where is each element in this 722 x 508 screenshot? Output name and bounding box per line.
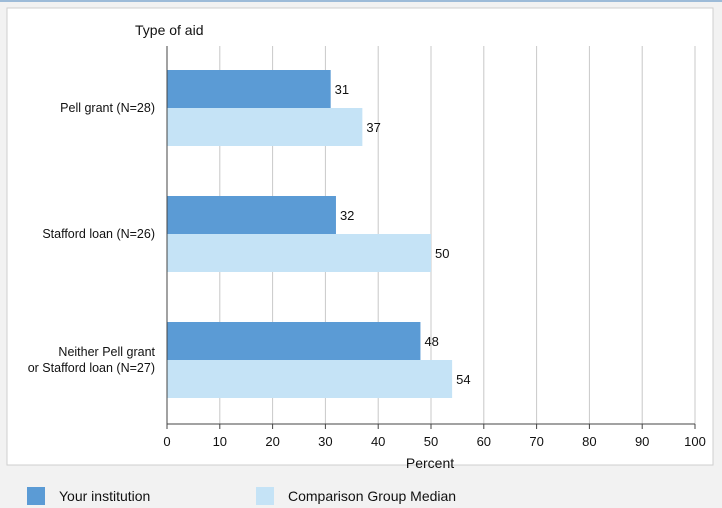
data-label-comparison-median-1: 50 — [435, 246, 449, 261]
x-tick-label-70: 70 — [529, 434, 543, 449]
bar-comparison-median-1 — [167, 234, 431, 272]
legend-label-comparison-group-median: Comparison Group Median — [288, 488, 457, 504]
x-tick-label-40: 40 — [371, 434, 385, 449]
legend-swatch-comparison-group-median — [256, 487, 274, 505]
legend-swatch-your-institution — [27, 487, 45, 505]
x-tick-label-100: 100 — [684, 434, 706, 449]
x-tick-label-0: 0 — [163, 434, 170, 449]
y-axis-title: Type of aid — [135, 22, 204, 38]
x-tick-label-30: 30 — [318, 434, 332, 449]
category-label-1-0: Stafford loan (N=26) — [42, 227, 155, 241]
data-label-your-institution-1: 32 — [340, 208, 354, 223]
bar-comparison-median-0 — [167, 108, 363, 146]
top-border — [0, 0, 722, 2]
bar-comparison-median-2 — [167, 360, 453, 398]
x-tick-label-80: 80 — [582, 434, 596, 449]
legend: Your institution Comparison Group Median — [0, 483, 722, 508]
legend-item-comparison-group-median: Comparison Group Median — [256, 487, 456, 505]
bar-your-institution-2 — [167, 322, 421, 360]
x-tick-label-90: 90 — [635, 434, 649, 449]
data-label-comparison-median-2: 54 — [456, 372, 470, 387]
data-label-comparison-median-0: 37 — [366, 120, 380, 135]
chart-area: 31 32 48 37 50 54 0 10 20 30 40 50 60 70 80 90 100 Percen… — [0, 2, 722, 477]
data-label-your-institution-2: 48 — [424, 334, 438, 349]
category-label-0-0: Pell grant (N=28) — [60, 101, 155, 115]
legend-label-your-institution: Your institution — [59, 488, 151, 504]
bar-your-institution-0 — [167, 70, 331, 108]
x-tick-label-50: 50 — [424, 434, 438, 449]
x-tick-label-60: 60 — [477, 434, 491, 449]
x-tick-label-20: 20 — [265, 434, 279, 449]
category-label-2-1: or Stafford loan (N=27) — [28, 361, 155, 375]
x-tick-label-10: 10 — [213, 434, 227, 449]
bar-chart: 31 32 48 37 50 54 0 10 20 30 40 50 60 70 80 90 100 Percen… — [6, 7, 714, 471]
data-label-your-institution-0: 31 — [335, 82, 349, 97]
bar-your-institution-1 — [167, 196, 336, 234]
category-label-2-0: Neither Pell grant — [58, 345, 155, 359]
x-axis-title: Percent — [406, 455, 454, 471]
legend-item-your-institution: Your institution — [27, 487, 150, 505]
